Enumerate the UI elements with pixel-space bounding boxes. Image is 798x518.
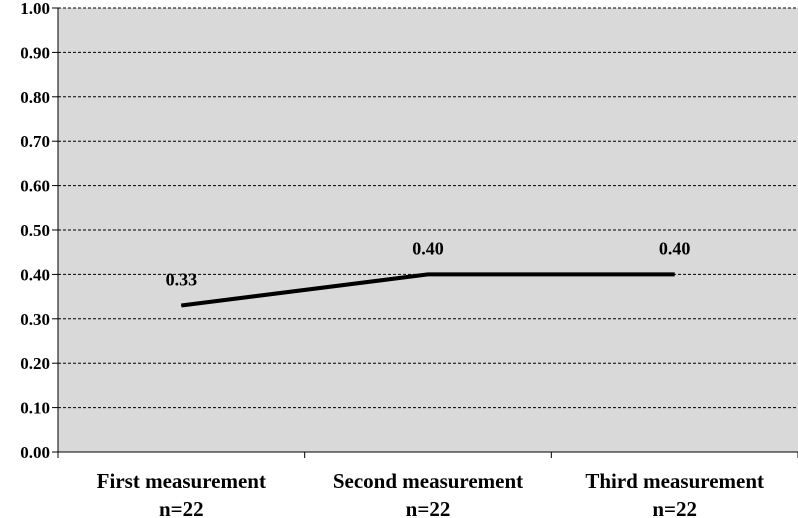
x-category-label-0-0: First measurement: [97, 469, 266, 493]
x-axis-ticks: First measurement n=22 Second measurement n…: [57, 452, 798, 518]
y-axis-ticks: 0.00 0.10 0.20 0.30 0.40 0.50 0.60 0.70 0.80 0.90…: [20, 0, 58, 462]
y-tick-label-3: 0.30: [20, 310, 50, 329]
data-point-0-0: [180, 304, 182, 306]
x-category-label-2-1: n=22: [652, 497, 697, 518]
y-tick-label-9: 0.90: [20, 43, 50, 62]
data-labels: 0.33 0.40 0.40: [166, 238, 691, 289]
data-label-0: 0.33: [166, 269, 198, 289]
x-category-label-0-1: n=22: [159, 497, 204, 518]
data-point-0-2: [674, 273, 676, 275]
x-category-label-2-0: Third measurement: [585, 469, 764, 493]
x-category-label-1-1: n=22: [406, 497, 451, 518]
x-category-label-1-0: Second measurement: [333, 469, 523, 493]
series-group: [180, 272, 676, 308]
y-tick-label-4: 0.40: [20, 265, 50, 284]
y-tick-label-10: 1.00: [20, 0, 50, 18]
y-tick-label-8: 0.80: [20, 88, 50, 107]
y-tick-label-1: 0.10: [20, 399, 50, 418]
data-point-0-1: [427, 273, 429, 275]
data-label-1: 0.40: [412, 238, 444, 258]
y-tick-label-2: 0.20: [20, 354, 50, 373]
y-tick-label-6: 0.60: [20, 177, 50, 196]
data-label-2: 0.40: [659, 238, 691, 258]
y-tick-label-5: 0.50: [20, 221, 50, 240]
y-tick-label-0: 0.00: [20, 443, 50, 462]
y-tick-label-7: 0.70: [20, 132, 50, 151]
